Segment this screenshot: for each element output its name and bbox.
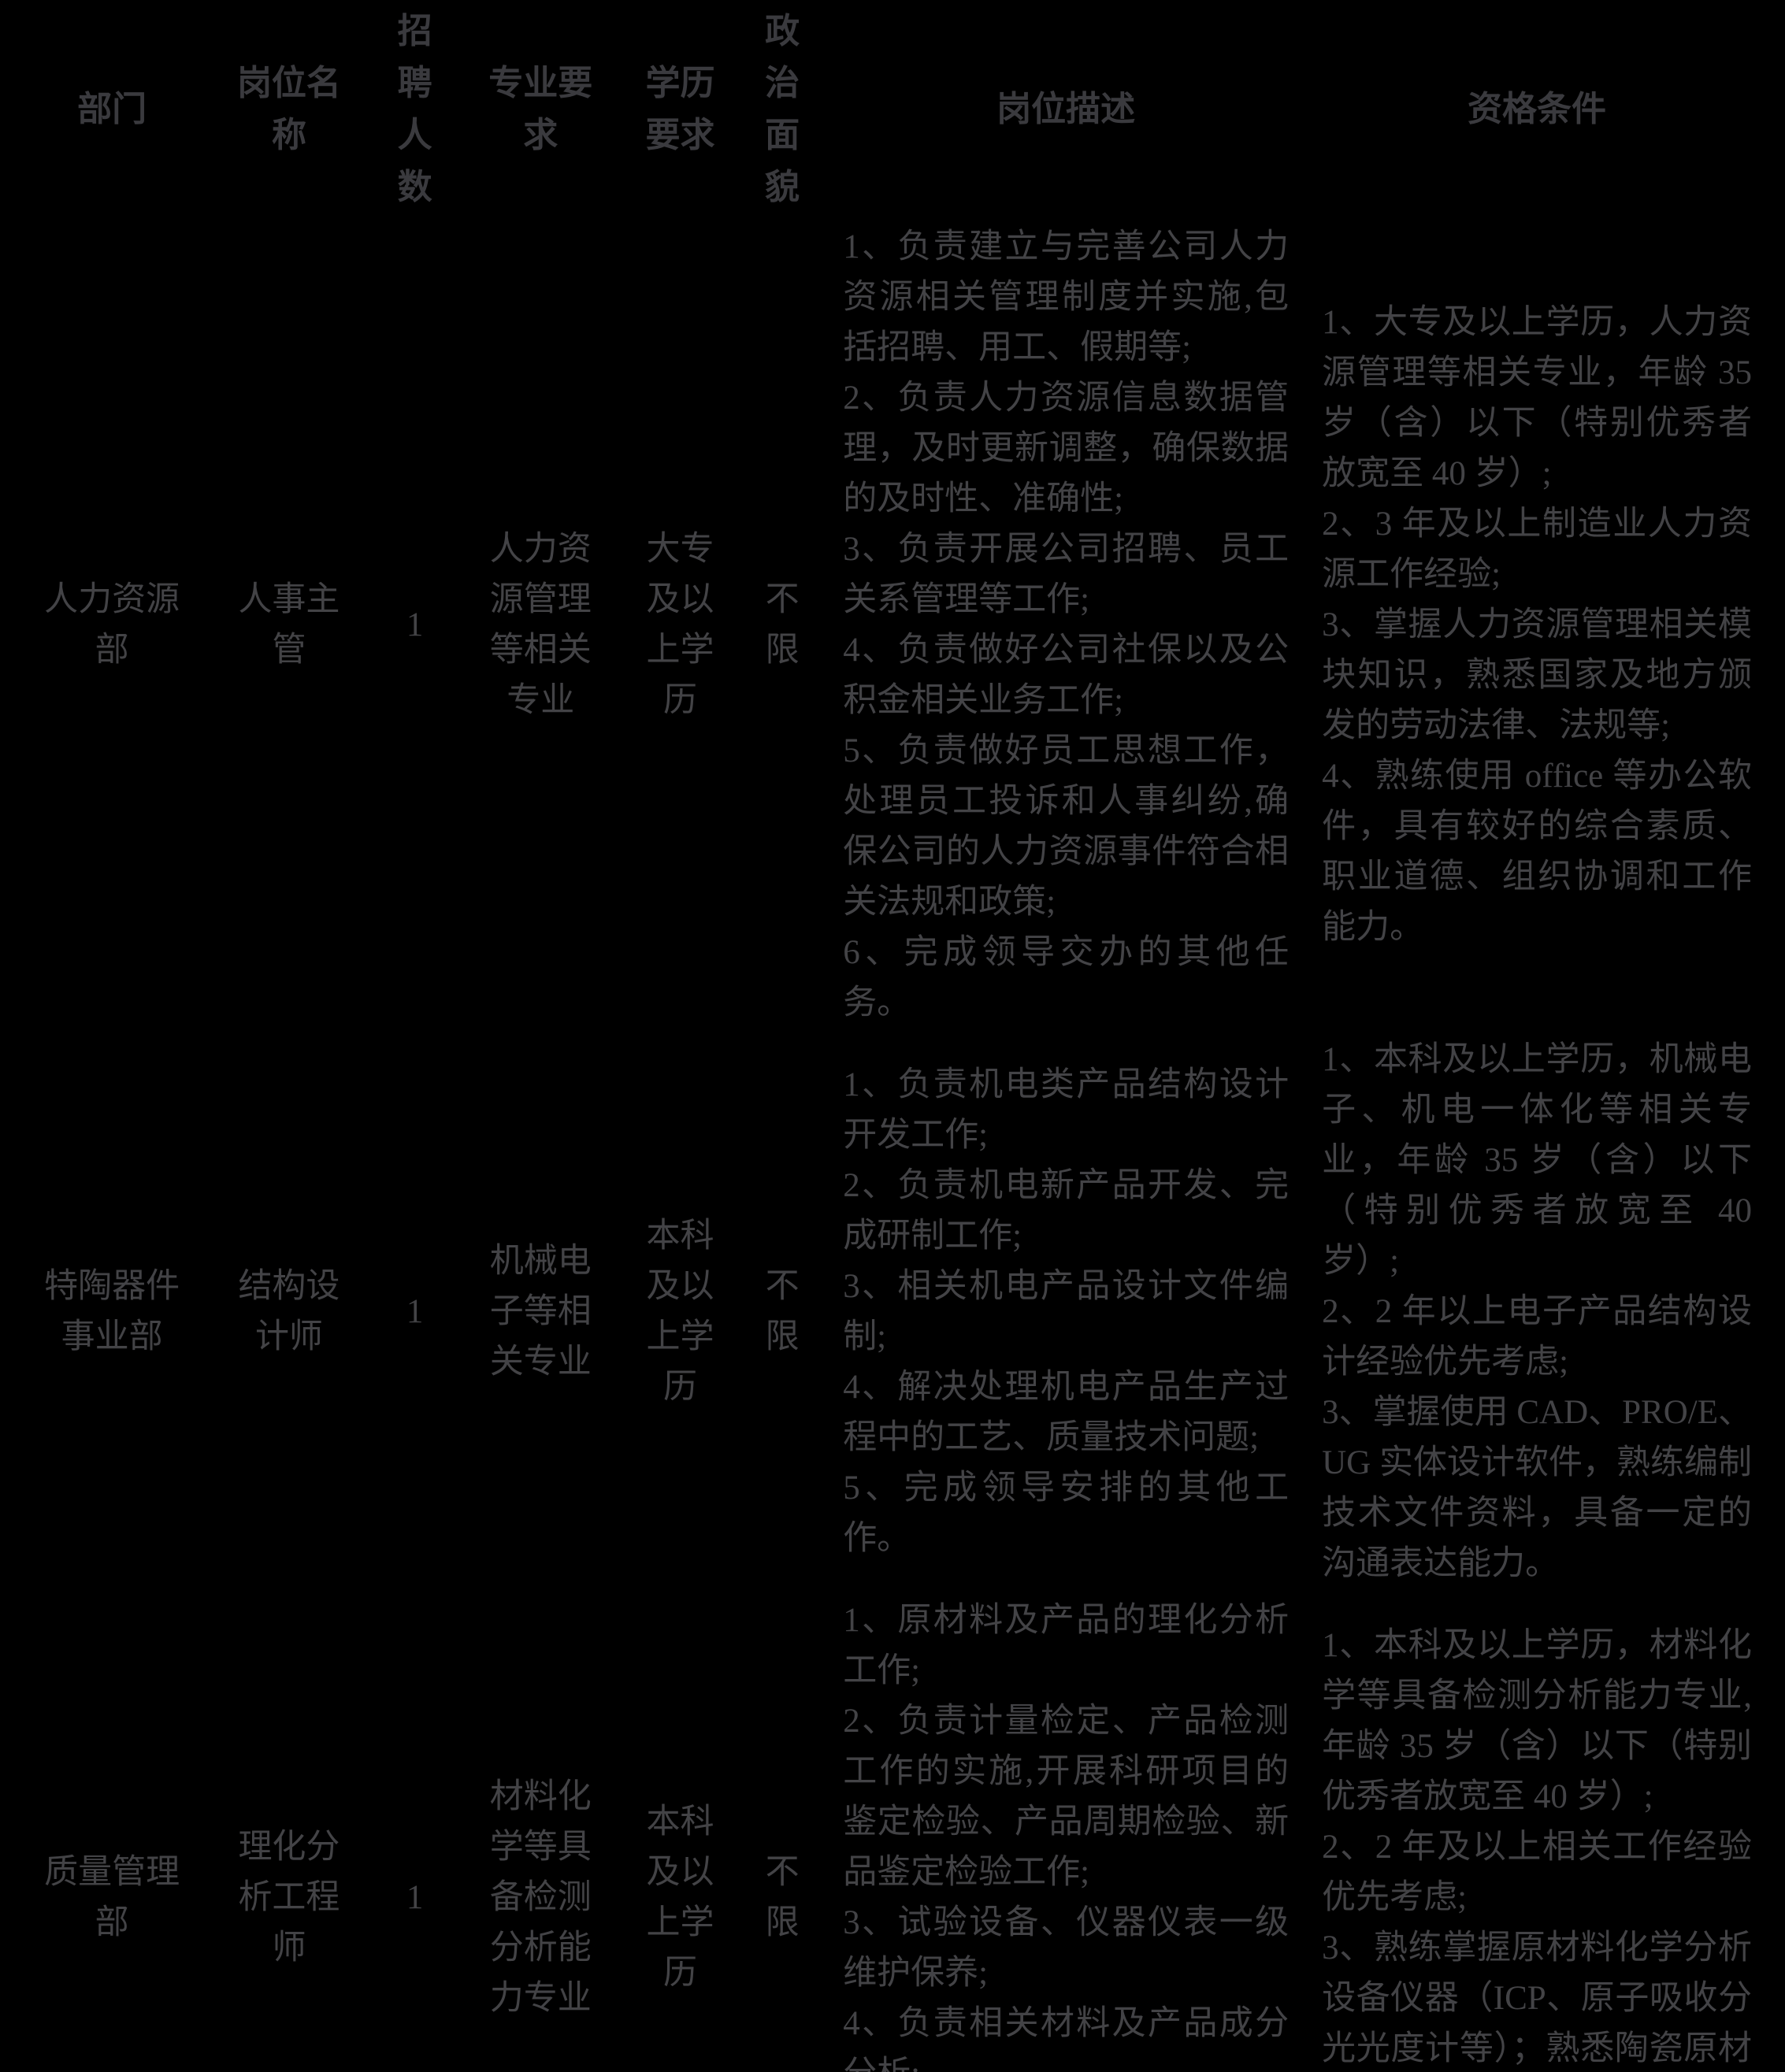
cell-position: 人事主管 [238, 581, 340, 669]
column-header-qualifications: 资格条件 [1468, 90, 1607, 128]
cell-major: 人力资源管理等相关专业 [489, 531, 592, 719]
column-header-political-status: 政治面貌 [765, 12, 800, 206]
cell-department: 特陶器件事业部 [44, 1268, 180, 1355]
cell-job-description: 1、负责机电类产品结构设计开发工作; 2、负责机电新产品开发、完成研制工作; 3… [843, 1066, 1290, 1557]
cell-headcount: 1 [406, 606, 424, 643]
column-header-education: 学历要求 [645, 64, 715, 154]
cell-qualifications: 1、本科及以上学历，机械电子、机电一体化等相关专业，年龄 35 岁（含）以下（特… [1322, 1041, 1752, 1582]
cell-position: 理化分析工程师 [238, 1829, 340, 1966]
column-header-major: 专业要求 [488, 64, 593, 154]
cell-qualifications: 1、本科及以上学历，材料化学等具备检测分析能力专业,年龄 35 岁（含）以下（特… [1322, 1627, 1752, 2067]
table-header-row: 部门 岗位名称 招聘人数 专业要求 学历要求 政治面貌 岗位描述 资格条件 [33, 0, 1752, 219]
column-header-position: 岗位名称 [236, 64, 341, 154]
table-row-physicochemical-analysis-engineer: 质量管理部 理化分析工程师 1 材料化学等具备检测分析能力专业 本科及以上学历 … [33, 1592, 1752, 2072]
cell-department: 人力资源部 [44, 581, 180, 669]
cell-major: 材料化学等具备检测分析能力专业 [489, 1778, 592, 2017]
cell-headcount: 1 [406, 1879, 424, 1916]
column-header-job-description: 岗位描述 [996, 90, 1136, 128]
table-row-structural-designer: 特陶器件事业部 结构设计师 1 机械电子等相关专业 本科及以上学历 不限 1、负… [33, 1032, 1752, 1592]
cell-political-status: 不限 [765, 1854, 800, 1941]
cell-education: 本科及以上学历 [646, 1218, 714, 1406]
cell-qualifications: 1、大专及以上学历，人力资源管理等相关专业，年龄 35 岁（含）以下（特别优秀者… [1322, 304, 1752, 946]
cell-headcount: 1 [406, 1293, 424, 1330]
cell-education: 本科及以上学历 [646, 1803, 714, 1992]
cell-job-description: 1、原材料及产品的理化分析工作; 2、负责计量检定、产品检测工作的实施,开展科研… [843, 1602, 1290, 2072]
column-header-department: 部门 [77, 90, 147, 128]
cell-major: 机械电子等相关专业 [489, 1243, 592, 1381]
cell-position: 结构设计师 [238, 1268, 340, 1355]
column-header-headcount: 招聘人数 [397, 12, 432, 206]
cell-job-description: 1、负责建立与完善公司人力资源相关管理制度并实施,包括招聘、用工、假期等; 2、… [843, 228, 1290, 1021]
table-row-hr-supervisor: 人力资源部 人事主管 1 人力资源管理等相关专业 大专及以上学历 不限 1、负责… [33, 219, 1752, 1032]
cell-political-status: 不限 [765, 1268, 800, 1355]
cell-education: 大专及以上学历 [646, 531, 714, 719]
cell-department: 质量管理部 [44, 1854, 180, 1941]
cell-political-status: 不限 [765, 581, 800, 669]
